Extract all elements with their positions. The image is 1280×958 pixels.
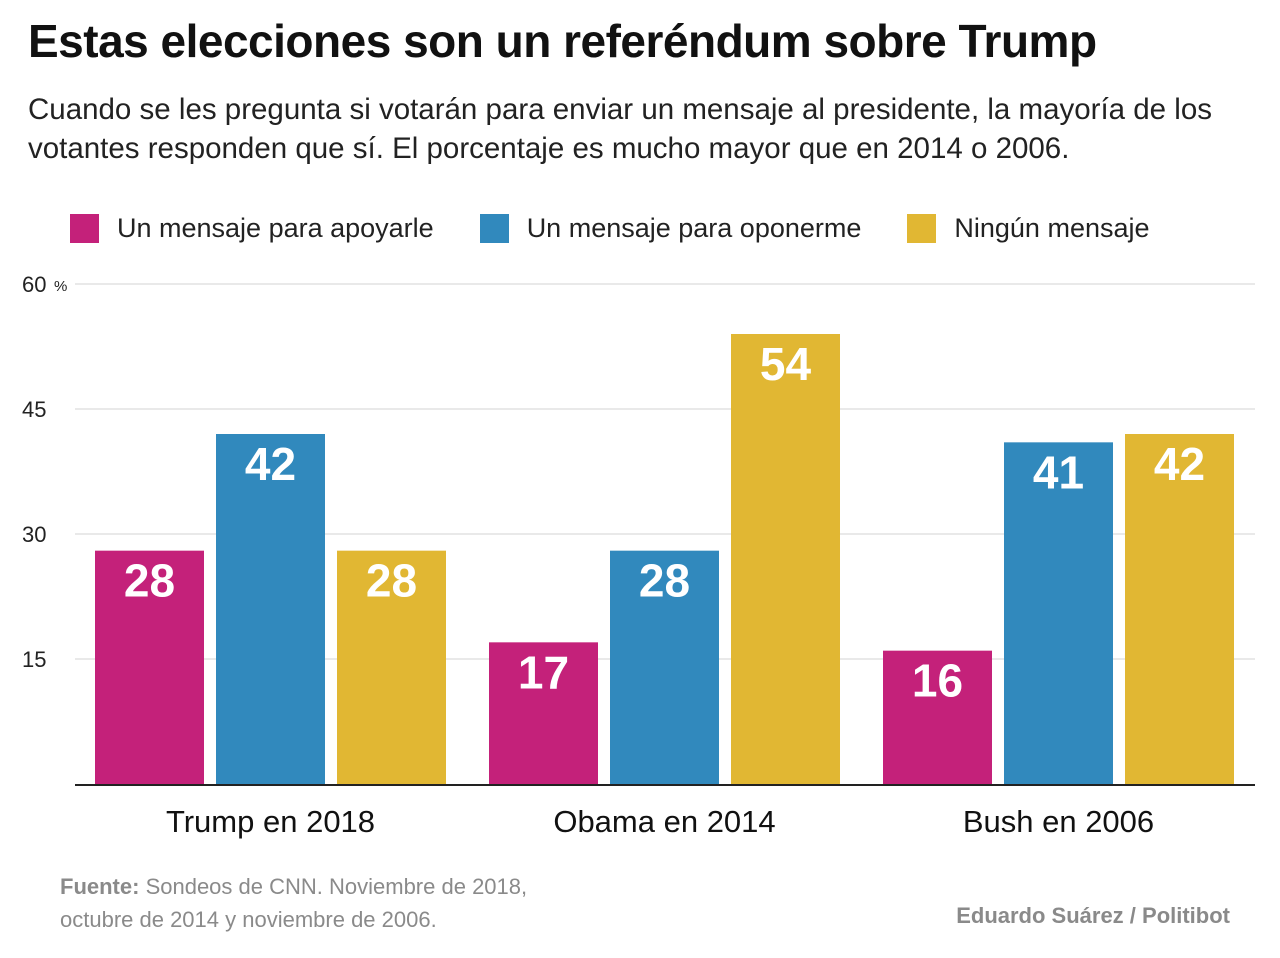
legend-label-oppose: Un mensaje para oponerme <box>526 212 862 243</box>
author-credit: Eduardo Suárez / Politibot <box>956 903 1230 928</box>
bar-value-label-1-2: 54 <box>760 338 812 390</box>
legend-label-none: Ningún mensaje <box>954 212 1150 243</box>
chart-subtitle: Cuando se les pregunta si votarán para e… <box>28 93 1212 165</box>
legend-swatch-oppose <box>479 213 509 243</box>
legend-label-support: Un mensaje para apoyarle <box>117 212 434 243</box>
legend: Un mensaje para apoyarle Un mensaje para… <box>70 210 1196 246</box>
legend-swatch-none <box>907 213 937 243</box>
y-tick-label-30: 30 <box>22 522 46 547</box>
bar-value-label-2-1: 41 <box>1033 446 1084 498</box>
bar-value-label-0-0: 28 <box>124 555 175 607</box>
bar-1-2 <box>731 334 840 784</box>
bar-0-2 <box>337 550 446 784</box>
bar-value-label-2-2: 42 <box>1154 438 1205 490</box>
bar-0-1 <box>216 434 325 784</box>
y-tick-label-15: 15 <box>22 647 46 672</box>
y-tick-label-45: 45 <box>22 397 46 422</box>
bar-2-2 <box>1125 434 1234 784</box>
bar-1-0 <box>489 642 598 784</box>
bar-value-label-1-0: 17 <box>518 646 569 698</box>
legend-item-none: Ningún mensaje <box>907 212 1150 244</box>
x-category-label-2: Bush en 2006 <box>963 804 1154 839</box>
bar-1-1 <box>610 550 719 784</box>
legend-item-oppose: Un mensaje para oponerme <box>479 212 862 244</box>
x-category-label-0: Trump en 2018 <box>166 804 375 839</box>
bar-value-label-0-2: 28 <box>366 555 417 607</box>
bar-2-1 <box>1004 442 1113 784</box>
bar-value-label-1-1: 28 <box>639 555 690 607</box>
bar-2-0 <box>883 650 992 784</box>
source-text-line1: Sondeos de CNN. Noviembre de 2018, <box>139 874 528 899</box>
chart-title: Estas elecciones son un referéndum sobre… <box>28 15 1097 67</box>
source-label: Fuente: <box>60 874 140 899</box>
y-unit-label: % <box>54 278 67 295</box>
legend-swatch-support <box>70 213 99 243</box>
x-category-label-1: Obama en 2014 <box>553 804 775 839</box>
bar-value-label-2-0: 16 <box>912 655 963 707</box>
legend-item-support: Un mensaje para apoyarle <box>70 213 434 244</box>
bar-value-label-0-1: 42 <box>245 438 296 490</box>
source-note: Fuente: Sondeos de CNN. Noviembre de 201… <box>60 870 527 936</box>
y-tick-label-60: 60 <box>22 272 46 297</box>
bar-0-0 <box>95 550 204 784</box>
source-text-line2: octubre de 2014 y noviembre de 2006. <box>60 907 437 932</box>
